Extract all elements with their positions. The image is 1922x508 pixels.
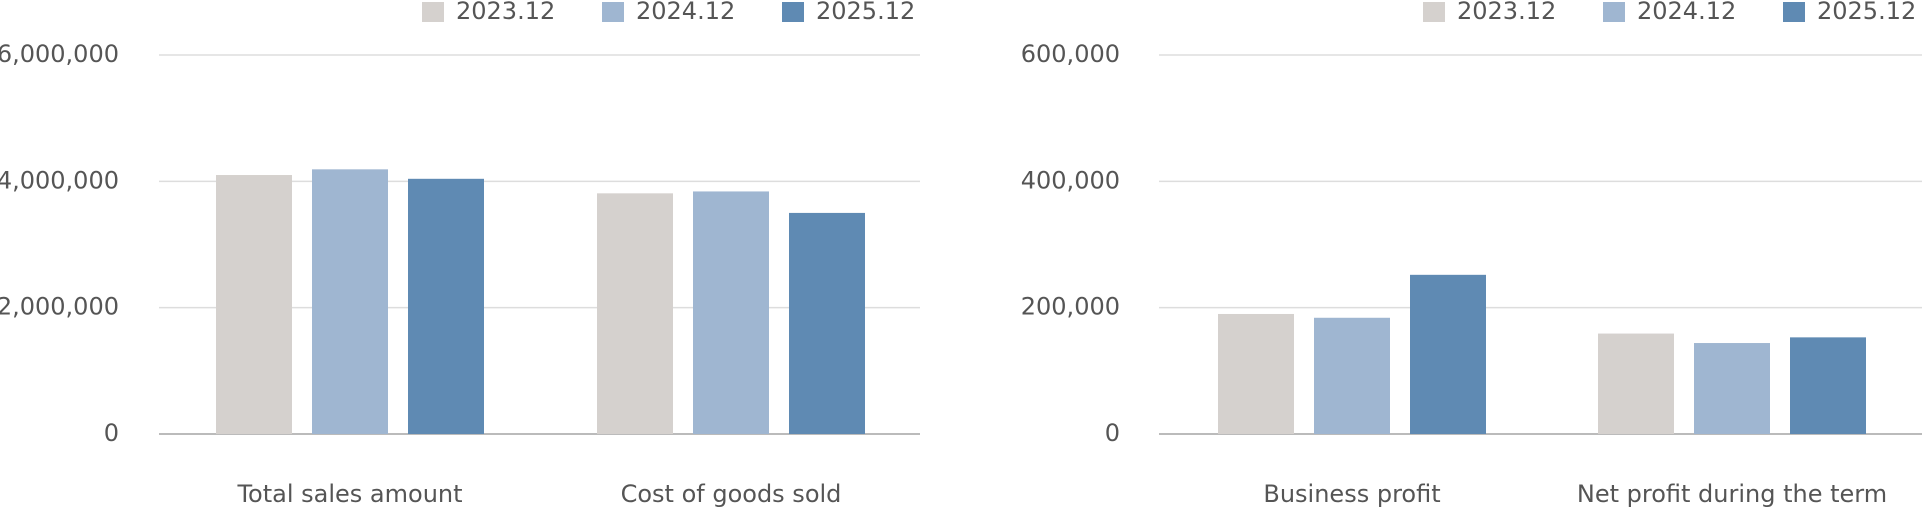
x-tick-label: Business profit	[1263, 480, 1440, 508]
legend-label: 2023.12	[1457, 0, 1556, 25]
x-tick-label: Net profit during the term	[1577, 480, 1887, 508]
y-tick-label: 400,000	[1021, 166, 1120, 194]
bar	[789, 212, 865, 434]
legend-swatch	[1423, 2, 1445, 22]
legend-label: 2025.12	[1817, 0, 1916, 25]
legend-swatch	[1783, 2, 1805, 22]
bar	[1598, 333, 1674, 434]
legend-swatch	[602, 2, 624, 22]
legend-swatch	[1603, 2, 1625, 22]
y-tick-label: 0	[104, 419, 119, 447]
bar	[597, 193, 673, 434]
legend-swatch	[782, 2, 804, 22]
y-tick-label: 2,000,000	[0, 293, 119, 321]
bar	[1314, 317, 1390, 434]
bar	[1410, 274, 1486, 434]
bar	[1790, 337, 1866, 434]
bar	[408, 178, 484, 434]
y-tick-label: 0	[1105, 419, 1120, 447]
legend-label: 2023.12	[456, 0, 555, 25]
bar	[1218, 313, 1294, 434]
y-tick-label: 6,000,000	[0, 40, 119, 68]
legend-swatch	[422, 2, 444, 22]
legend-label: 2025.12	[816, 0, 915, 25]
bar	[1694, 343, 1770, 434]
y-tick-label: 600,000	[1021, 40, 1120, 68]
x-tick-label: Total sales amount	[236, 480, 462, 508]
bar	[216, 175, 292, 434]
x-tick-label: Cost of goods sold	[621, 480, 842, 508]
legend-label: 2024.12	[636, 0, 735, 25]
y-tick-label: 200,000	[1021, 293, 1120, 321]
bar	[312, 169, 388, 434]
y-tick-label: 4,000,000	[0, 166, 119, 194]
legend-label: 2024.12	[1637, 0, 1736, 25]
bar	[693, 191, 769, 434]
